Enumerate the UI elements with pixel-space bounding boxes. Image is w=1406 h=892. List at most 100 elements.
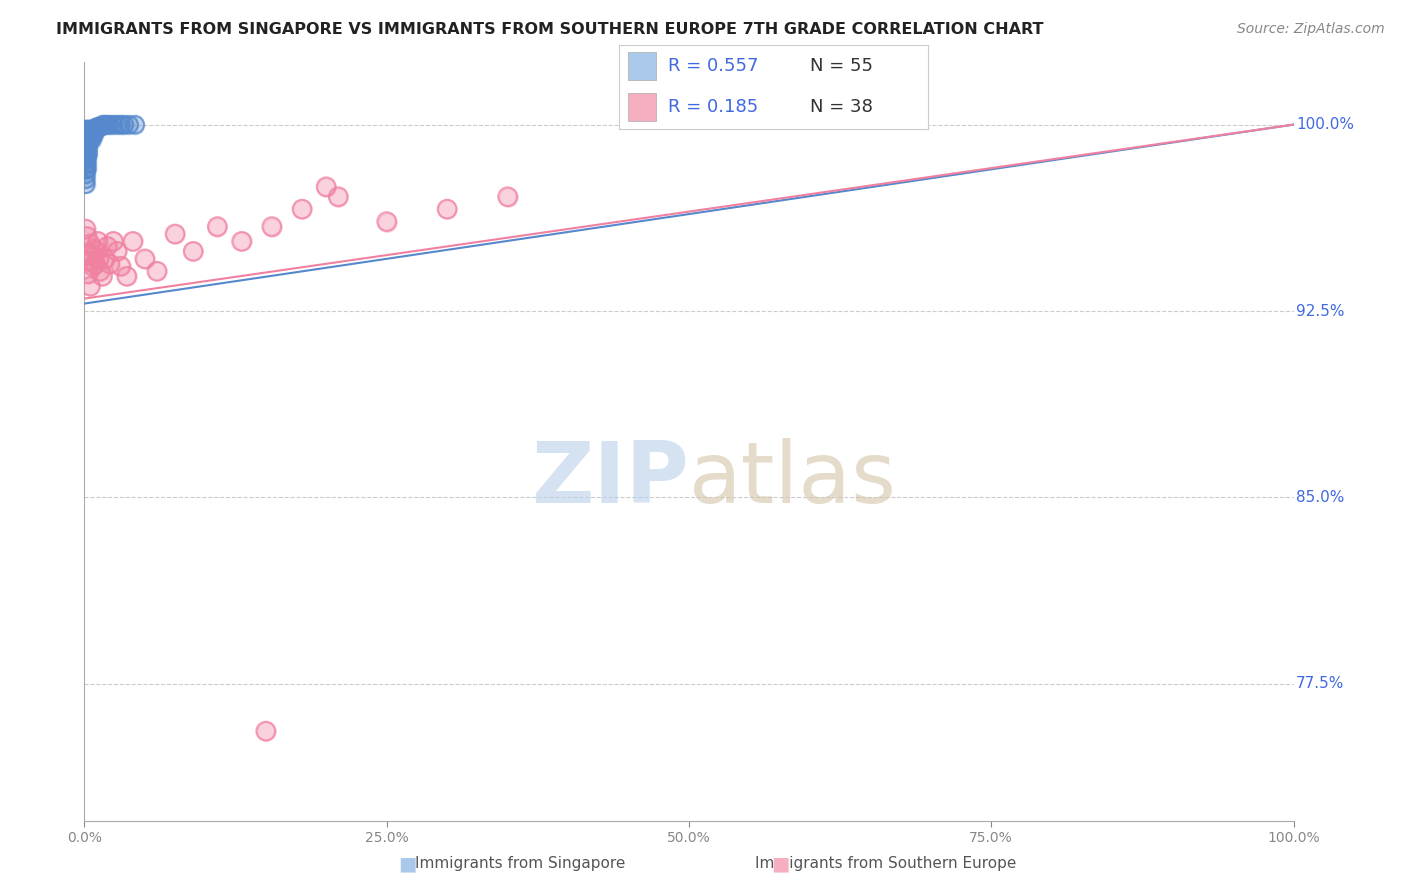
Text: Immigrants from Southern Europe: Immigrants from Southern Europe xyxy=(755,856,1017,871)
Point xyxy=(77,122,100,136)
Point xyxy=(254,724,277,739)
Point xyxy=(75,122,97,136)
Point xyxy=(260,219,283,234)
Point xyxy=(76,143,98,157)
Point xyxy=(291,202,314,216)
Point xyxy=(75,143,97,157)
Point xyxy=(77,254,100,268)
Point xyxy=(181,244,204,259)
Point xyxy=(87,252,110,266)
Point xyxy=(375,214,398,228)
Point xyxy=(79,122,101,136)
Point xyxy=(110,260,132,274)
Point xyxy=(75,128,97,142)
Point xyxy=(84,257,107,271)
Point xyxy=(96,118,118,132)
Point xyxy=(75,147,97,161)
Point xyxy=(76,157,98,171)
Point xyxy=(87,120,110,134)
Point xyxy=(91,118,114,132)
Point xyxy=(76,153,98,167)
Point xyxy=(77,122,100,136)
Point xyxy=(76,147,98,161)
Point xyxy=(75,157,97,171)
Point xyxy=(112,118,135,132)
Text: Source: ZipAtlas.com: Source: ZipAtlas.com xyxy=(1237,22,1385,37)
Point xyxy=(207,219,229,234)
Point xyxy=(82,128,104,142)
Point xyxy=(94,118,117,132)
Point xyxy=(79,128,101,142)
Point xyxy=(86,235,108,249)
Point xyxy=(165,227,187,241)
Point xyxy=(103,235,125,249)
Point xyxy=(86,244,108,259)
Point xyxy=(98,118,121,132)
Point xyxy=(94,252,117,266)
Point xyxy=(291,202,314,216)
Point xyxy=(75,178,97,192)
Point xyxy=(76,162,98,177)
Point xyxy=(86,120,108,134)
Text: 100.0%: 100.0% xyxy=(1296,117,1354,132)
Point xyxy=(83,122,105,136)
Point xyxy=(105,244,128,259)
Point xyxy=(76,229,98,244)
Point xyxy=(77,267,100,281)
Point xyxy=(110,118,132,132)
Point xyxy=(77,132,100,146)
Point xyxy=(80,247,103,261)
Point xyxy=(115,269,138,284)
Point xyxy=(76,147,98,161)
Point xyxy=(80,122,103,136)
Point xyxy=(77,137,100,152)
Point xyxy=(86,244,108,259)
Point xyxy=(80,122,103,136)
Point xyxy=(86,120,108,134)
Point xyxy=(79,236,101,251)
Point xyxy=(146,264,169,278)
Point xyxy=(77,143,100,157)
Point xyxy=(87,252,110,266)
Text: Immigrants from Singapore: Immigrants from Singapore xyxy=(415,856,626,871)
Point xyxy=(80,132,103,146)
Point xyxy=(77,254,100,268)
Text: atlas: atlas xyxy=(689,438,897,521)
Point xyxy=(76,157,98,171)
Point xyxy=(181,244,204,259)
Point xyxy=(91,269,114,284)
Point xyxy=(124,118,146,132)
Point xyxy=(436,202,458,216)
Text: IMMIGRANTS FROM SINGAPORE VS IMMIGRANTS FROM SOUTHERN EUROPE 7TH GRADE CORRELATI: IMMIGRANTS FROM SINGAPORE VS IMMIGRANTS … xyxy=(56,22,1043,37)
Point xyxy=(105,118,128,132)
Point xyxy=(83,242,105,256)
Point xyxy=(80,128,103,142)
Point xyxy=(254,724,277,739)
Point xyxy=(103,235,125,249)
Point xyxy=(124,118,146,132)
Point xyxy=(75,122,97,136)
Point xyxy=(77,128,100,142)
Point xyxy=(75,172,97,186)
Point xyxy=(121,235,143,249)
Point xyxy=(79,279,101,293)
Point xyxy=(84,257,107,271)
Text: ■: ■ xyxy=(770,854,790,873)
Point xyxy=(496,189,519,203)
Point xyxy=(76,132,98,146)
Point xyxy=(98,257,121,271)
Point xyxy=(76,122,98,136)
Point xyxy=(77,122,100,136)
Point xyxy=(86,120,108,134)
Point xyxy=(75,153,97,167)
Point xyxy=(75,162,97,177)
Point xyxy=(110,260,132,274)
Point xyxy=(75,172,97,186)
Point xyxy=(80,128,103,142)
Text: R = 0.185: R = 0.185 xyxy=(668,98,758,116)
Point xyxy=(75,157,97,171)
Point xyxy=(80,247,103,261)
Point xyxy=(260,219,283,234)
Point xyxy=(75,132,97,146)
Point xyxy=(112,118,135,132)
